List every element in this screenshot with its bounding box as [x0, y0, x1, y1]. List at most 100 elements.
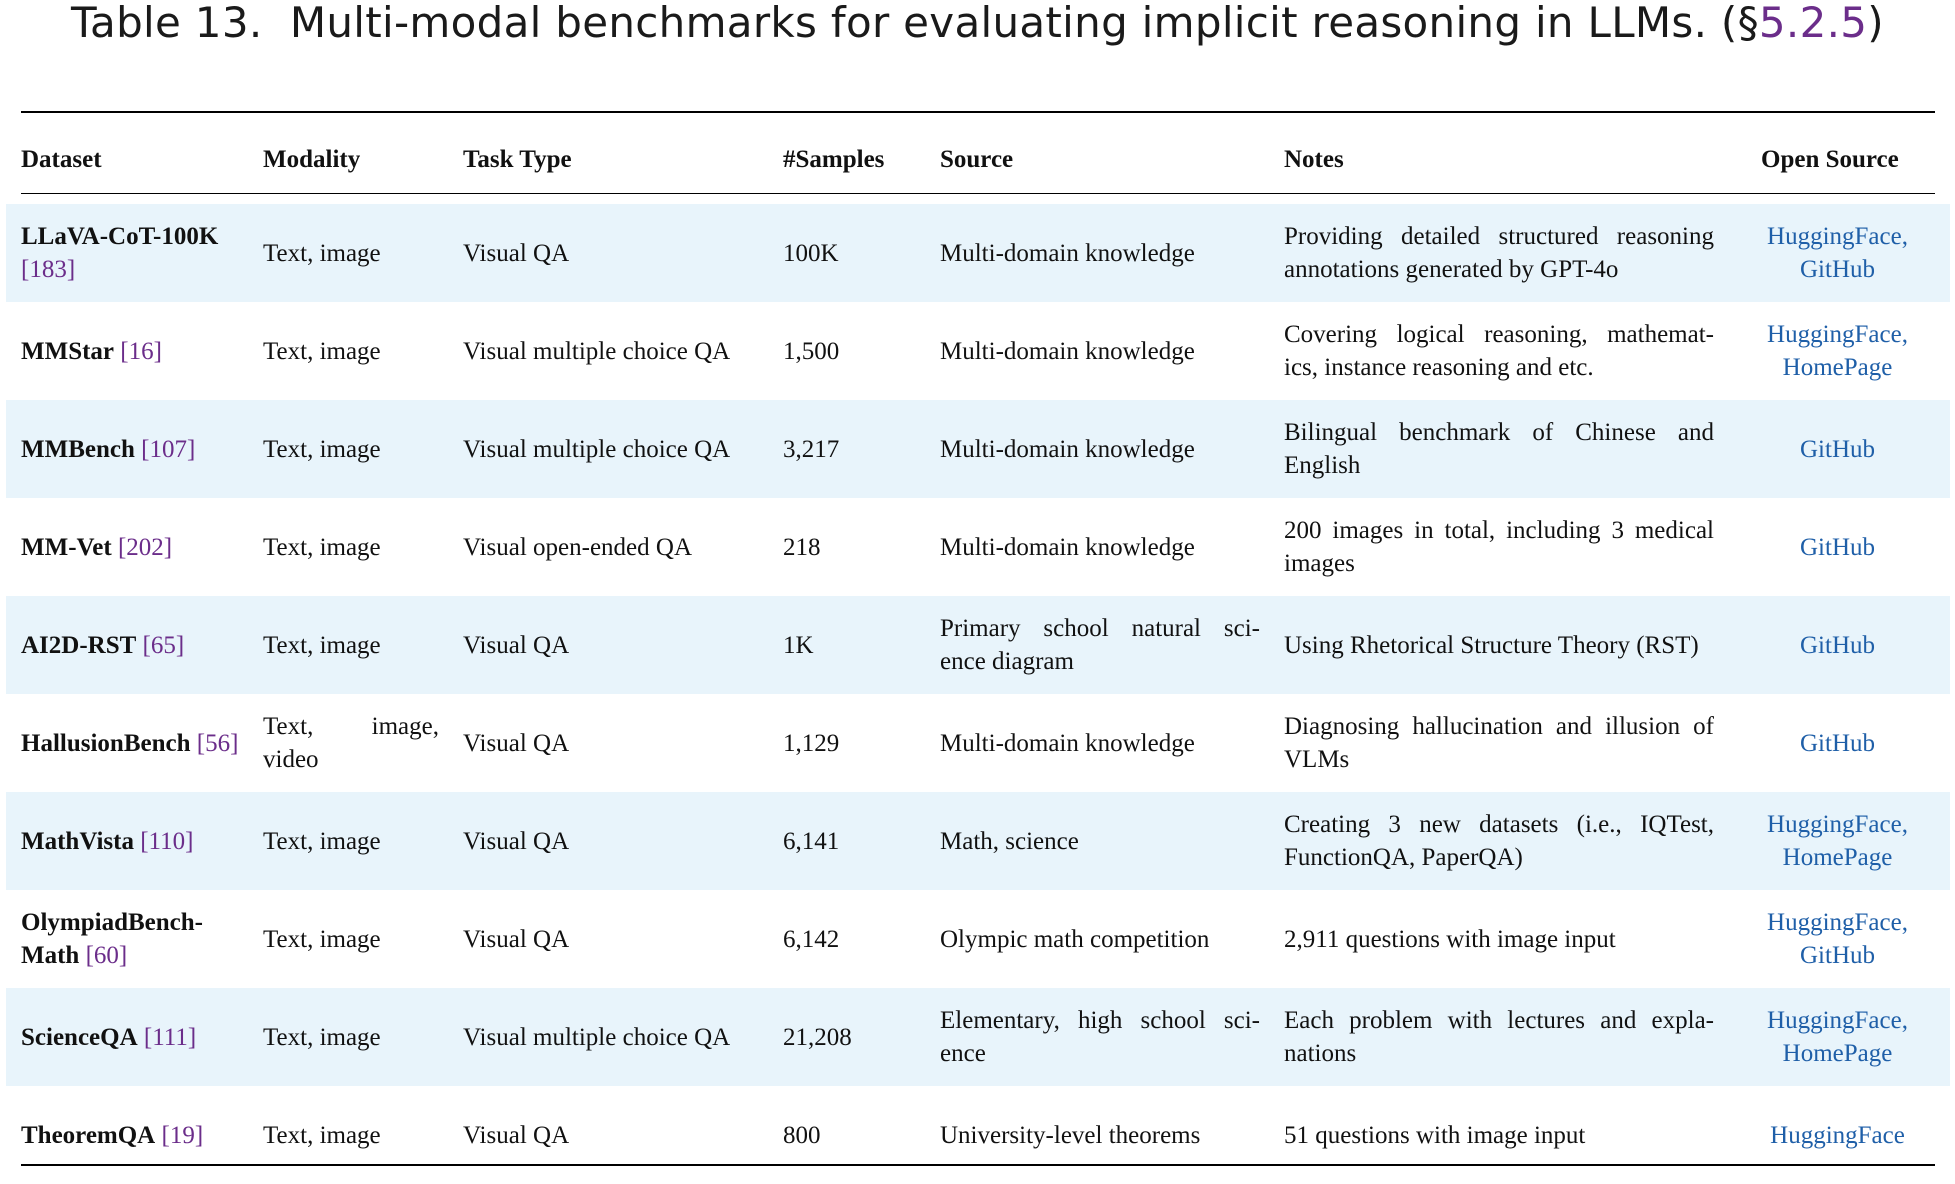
citation[interactable]: [111] — [143, 1023, 197, 1051]
citation[interactable]: [60] — [85, 942, 128, 969]
task-type-text: Visual QA — [463, 729, 570, 757]
task-type-cell: Visual multiple choice QA — [463, 988, 763, 1086]
notes-text: 200 images in total, including 3 medical… — [1284, 517, 1714, 577]
open-source-links: HuggingFace, GitHub — [1740, 220, 1935, 286]
citation[interactable]: [65] — [142, 631, 185, 659]
samples-cell: 1,500 — [783, 302, 913, 400]
open-source-link-github[interactable]: GitHub — [1800, 631, 1875, 659]
open-source-links: HuggingFace, HomePage — [1740, 808, 1935, 874]
table-row: MMStar [16] Text, image Visual multiple … — [0, 302, 1955, 400]
open-source-link-huggingface[interactable]: HuggingFace, — [1767, 1007, 1908, 1034]
open-source-link-github[interactable]: GitHub — [1800, 256, 1875, 283]
task-type-cell: Visual QA — [463, 890, 763, 988]
modality-text: Text, image — [263, 435, 381, 463]
source-cell: Multi-domain knowledge — [940, 694, 1260, 792]
notes-text: Creating 3 new datasets (i.e., IQTest, F… — [1284, 811, 1714, 871]
modality-text: Text, image — [263, 631, 381, 659]
open-source-cell: HuggingFace, HomePage — [1740, 792, 1935, 890]
table-header: Dataset Modality Task Type #Samples Sour… — [0, 112, 1955, 192]
samples-text: 100K — [783, 239, 839, 267]
samples-cell: 218 — [783, 498, 913, 596]
header-samples: #Samples — [783, 146, 885, 173]
open-source-link-github[interactable]: GitHub — [1800, 435, 1875, 463]
source-text: Elementary, high school sci- ence — [940, 1007, 1260, 1067]
open-source-link-homepage[interactable]: HomePage — [1782, 354, 1893, 381]
samples-text: 800 — [783, 1121, 821, 1149]
notes-text: Bilingual benchmark of Chinese and Engli… — [1284, 419, 1714, 479]
citation[interactable]: [19] — [161, 1121, 204, 1149]
samples-cell: 6,142 — [783, 890, 913, 988]
samples-text: 6,141 — [783, 827, 840, 855]
table-row: HallusionBench [56] Text, image, video V… — [0, 694, 1955, 792]
dataset-name: AI2D-RST — [21, 631, 137, 659]
citation[interactable]: [56] — [196, 729, 239, 757]
source-cell: Primary school natural sci- ence diagram — [940, 596, 1260, 694]
dataset-cell: OlympiadBench- Math [60] — [21, 890, 241, 988]
task-type-text: Visual multiple choice QA — [463, 337, 731, 365]
notes-text: Covering logical reasoning, mathemat- ic… — [1284, 321, 1714, 381]
samples-text: 1,500 — [783, 337, 840, 365]
table-row: OlympiadBench- Math [60] Text, image Vis… — [0, 890, 1955, 988]
citation[interactable]: [202] — [117, 533, 173, 561]
task-type-cell: Visual QA — [463, 204, 763, 302]
dataset-name: ScienceQA — [21, 1023, 138, 1051]
notes-text: Using Rhetorical Structure Theory (RST) — [1284, 631, 1699, 659]
dataset-cell: HallusionBench [56] — [21, 694, 241, 792]
dataset-name: MMStar — [21, 337, 115, 365]
table-bottom-rule — [21, 1164, 1935, 1166]
citation[interactable]: [183] — [21, 256, 76, 283]
task-type-cell: Visual QA — [463, 792, 763, 890]
dataset-cell: AI2D-RST [65] — [21, 596, 241, 694]
modality-cell: Text, image — [263, 302, 439, 400]
task-type-cell: Visual multiple choice QA — [463, 302, 763, 400]
notes-cell: Creating 3 new datasets (i.e., IQTest, F… — [1284, 792, 1714, 890]
open-source-link-huggingface[interactable]: HuggingFace — [1770, 1121, 1905, 1149]
open-source-links: HuggingFace, HomePage — [1740, 318, 1935, 384]
table-row: LLaVA-CoT-100K [183] Text, image Visual … — [0, 204, 1955, 302]
citation[interactable]: [110] — [140, 827, 194, 855]
source-text: Olympic math competition — [940, 925, 1210, 953]
modality-cell: Text, image — [263, 890, 439, 988]
open-source-links: GitHub — [1740, 433, 1935, 466]
source-cell: Olympic math competition — [940, 890, 1260, 988]
table-row: MathVista [110] Text, image Visual QA 6,… — [0, 792, 1955, 890]
caption-label: Table 13. — [71, 0, 263, 47]
open-source-cell: HuggingFace, HomePage — [1740, 988, 1935, 1086]
caption-section-ref[interactable]: 5.2.5 — [1758, 0, 1868, 47]
task-type-cell: Visual QA — [463, 596, 763, 694]
notes-cell: Providing detailed structured reasoning … — [1284, 204, 1714, 302]
citation[interactable]: [107] — [141, 435, 196, 463]
samples-text: 218 — [783, 533, 821, 561]
notes-cell: Each problem with lectures and expla- na… — [1284, 988, 1714, 1086]
open-source-link-homepage[interactable]: HomePage — [1782, 1040, 1893, 1067]
open-source-link-github[interactable]: GitHub — [1800, 942, 1875, 969]
source-cell: Multi-domain knowledge — [940, 204, 1260, 302]
open-source-link-huggingface[interactable]: HuggingFace, — [1767, 223, 1908, 250]
modality-text: Text, image — [263, 925, 381, 953]
citation[interactable]: [16] — [120, 337, 162, 365]
dataset-name: HallusionBench — [21, 729, 191, 757]
samples-cell: 21,208 — [783, 988, 913, 1086]
notes-text: Diagnosing hallucination and illusion of… — [1284, 713, 1714, 773]
header-modality: Modality — [263, 146, 361, 173]
open-source-link-github[interactable]: GitHub — [1800, 729, 1875, 757]
dataset-cell: MM-Vet [202] — [21, 498, 241, 596]
samples-text: 1K — [783, 631, 814, 659]
notes-text: Providing detailed structured reasoning … — [1284, 223, 1714, 283]
open-source-link-github[interactable]: GitHub — [1800, 533, 1875, 561]
modality-text: Text, image — [263, 337, 381, 365]
notes-cell: Using Rhetorical Structure Theory (RST) — [1284, 596, 1714, 694]
dataset-name: MathVista — [21, 827, 134, 855]
open-source-link-huggingface[interactable]: HuggingFace, — [1767, 811, 1908, 838]
open-source-cell: GitHub — [1740, 400, 1935, 498]
open-source-links: HuggingFace, GitHub — [1740, 906, 1935, 972]
table-body: LLaVA-CoT-100K [183] Text, image Visual … — [0, 204, 1955, 1184]
header-notes: Notes — [1284, 146, 1344, 173]
open-source-link-huggingface[interactable]: HuggingFace, — [1767, 321, 1908, 348]
open-source-link-homepage[interactable]: HomePage — [1782, 844, 1893, 871]
source-cell: Multi-domain knowledge — [940, 302, 1260, 400]
source-text: Primary school natural sci- ence diagram — [940, 615, 1260, 675]
task-type-text: Visual multiple choice QA — [463, 435, 731, 463]
open-source-link-huggingface[interactable]: HuggingFace, — [1767, 909, 1908, 936]
modality-text: Text, image — [263, 1121, 381, 1149]
